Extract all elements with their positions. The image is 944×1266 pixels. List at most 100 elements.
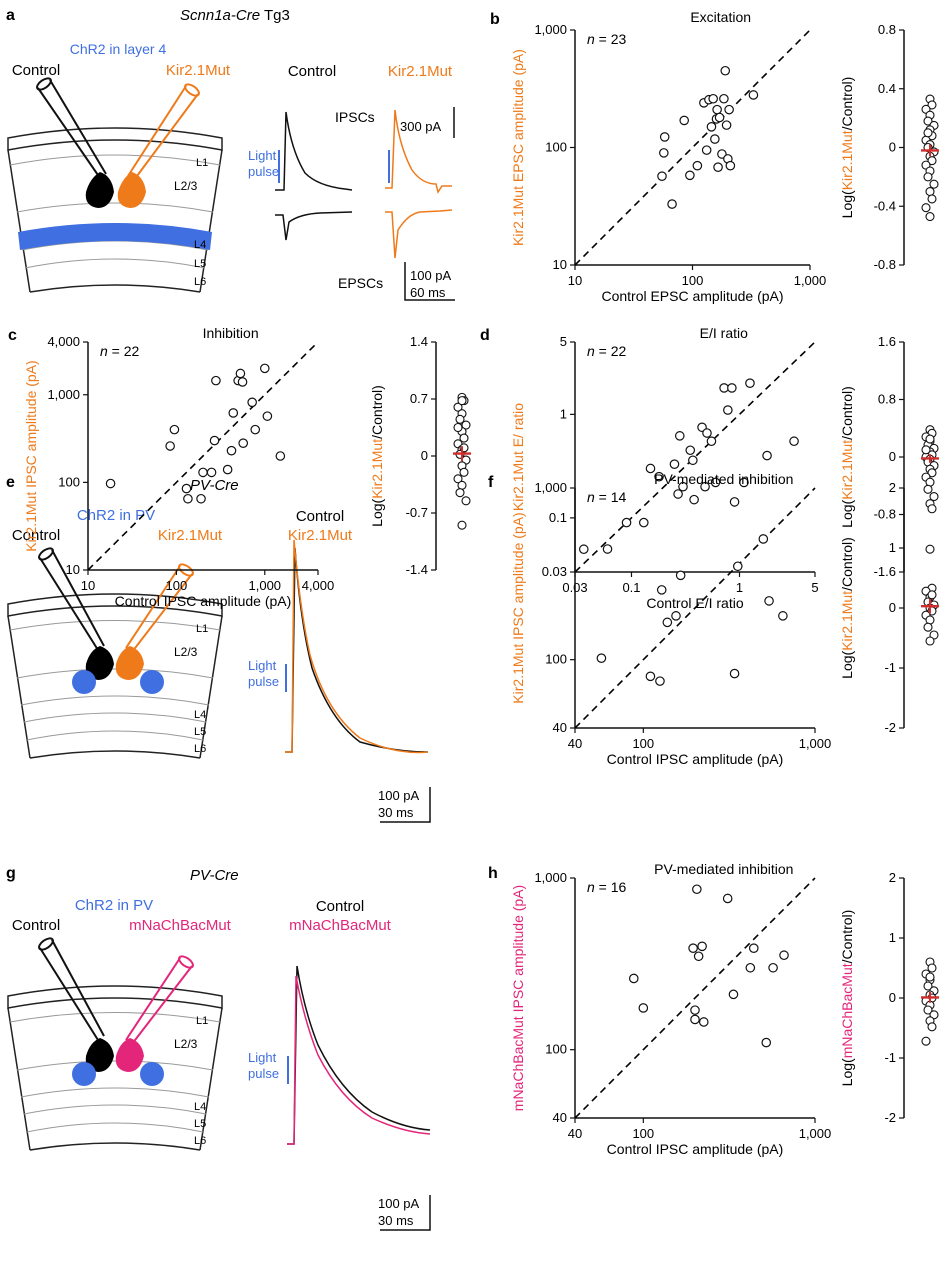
y-tick-label-d: 1: [560, 406, 567, 421]
unity-line-c: [87, 341, 319, 571]
log-point-b: [923, 128, 933, 138]
panel-a-title: Scnn1a-Cre Tg3: [180, 7, 290, 24]
log-y-label-c: Log(Kir2.1Mut/Control): [369, 385, 385, 527]
control-label-a: Control: [12, 62, 60, 79]
data-point-b: [725, 160, 736, 171]
panel-g: g PV-Cre ChR2 in PV Control mNaChBacMut …: [6, 865, 431, 1231]
log-y-tick-label-f: 0: [889, 600, 896, 615]
pv-cell-left-e: [72, 670, 96, 694]
ipsc-trace-kir: [385, 109, 452, 194]
panel-letter-a: a: [6, 7, 15, 24]
y-tick-label-c: 10: [66, 562, 80, 577]
data-point-c: [259, 363, 270, 374]
x-tick-label-h: 1,000: [799, 1126, 832, 1141]
data-point-h: [745, 962, 756, 973]
data-point-c: [211, 375, 221, 386]
chart-c-inhibition: 10 100 1,000 4,000 10 100 1,000 4,000 Inhibition…: [23, 325, 471, 609]
scale-pa-label-a: 100 pA: [410, 268, 452, 283]
n-label-c: n = 22: [100, 343, 140, 359]
data-point-h: [728, 989, 739, 1000]
light-label-e2: pulse: [248, 674, 279, 689]
log-y-tick-label-c: -0.7: [406, 505, 428, 520]
data-point-f: [732, 561, 743, 572]
log-y-tick-label-b: -0.8: [874, 257, 896, 272]
light-label-g1: Light: [248, 1050, 277, 1065]
data-point-d: [689, 494, 699, 505]
log-y-tick-label-f: -1: [884, 660, 896, 675]
pv-cell-right-e: [140, 670, 164, 694]
x-axis-label-d: Control E/I ratio: [646, 595, 743, 611]
x-tick-label-c: 4,000: [302, 578, 335, 593]
panel-g-title: PV-Cre: [190, 867, 239, 884]
data-point-b: [679, 115, 690, 126]
y-tick-label-d: 5: [560, 334, 567, 349]
data-point-b: [657, 171, 667, 181]
data-point-c: [209, 435, 220, 446]
mnach-pipette-g: [125, 955, 194, 1045]
data-point-b: [719, 93, 729, 104]
data-point-d: [745, 378, 755, 388]
data-point-b: [710, 134, 720, 144]
data-point-h: [698, 1017, 709, 1027]
data-point-d: [638, 517, 649, 528]
log-point-c: [455, 414, 465, 424]
data-point-c: [275, 451, 286, 461]
chart-b-excitation: 10 100 1,000 10 100 1,000 Excitation n = 23 Cont…: [510, 9, 939, 304]
data-point-b: [724, 104, 734, 115]
data-point-c: [196, 493, 206, 504]
log-point-c: [457, 396, 467, 406]
log-point-c: [455, 488, 465, 498]
log-y-tick-label-b: -0.4: [874, 198, 896, 213]
cortex-slab-e: [7, 593, 223, 759]
x-tick-label-f: 100: [632, 736, 654, 751]
log-y-tick-label-c: 1.4: [410, 334, 428, 349]
log-point-c: [453, 422, 463, 433]
data-point-b: [712, 104, 722, 115]
kir-label-a: Kir2.1Mut: [166, 62, 231, 79]
data-point-d: [621, 517, 632, 528]
layer-L6-g: L6: [194, 1135, 206, 1147]
scale-ms-label-a: 60 ms: [410, 285, 446, 300]
data-point-h: [722, 893, 733, 904]
chart-title-b: Excitation: [690, 9, 751, 25]
unity-line-f: [574, 487, 816, 729]
log-point-h: [925, 972, 935, 982]
data-point-h: [628, 973, 639, 984]
scale-pa-label-e: 100 pA: [378, 788, 420, 803]
data-point-c: [165, 441, 175, 451]
layer-L23-g: L2/3: [174, 1037, 198, 1051]
panel-a: a Scnn1a-Cre Tg3 ChR2 in layer 4 Control…: [6, 7, 455, 301]
x-tick-label-c: 100: [166, 578, 188, 593]
data-point-c: [226, 445, 237, 456]
data-point-c: [237, 377, 248, 387]
data-point-d: [727, 383, 737, 393]
epsc-trace-kir: [385, 209, 453, 259]
epsc-trace-control: [275, 211, 353, 241]
trace-kir-label-a: Kir2.1Mut: [388, 63, 453, 80]
y-axis-label-c: Kir2.1Mut IPSC amplitude (pA): [23, 360, 39, 551]
log-point-d: [927, 504, 937, 514]
data-point-d: [673, 489, 683, 499]
data-point-c: [183, 493, 193, 504]
kir-cell-a: [117, 172, 146, 208]
y-tick-label-d: 0.03: [542, 564, 567, 579]
control-cell-a: [85, 172, 114, 208]
log-point-b: [927, 156, 937, 166]
layer-lines-g: [9, 1012, 221, 1133]
data-point-c: [235, 368, 246, 379]
light-label-e1: Light: [248, 658, 277, 673]
x-axis-label-c: Control IPSC amplitude (pA): [115, 593, 292, 609]
n-label-d: n = 22: [587, 343, 627, 359]
data-point-f: [758, 534, 769, 544]
y-axis-label-b: Kir2.1Mut EPSC amplitude (pA): [510, 49, 526, 246]
data-point-h: [638, 1003, 649, 1013]
pv-cell-left-g: [72, 1062, 96, 1086]
panel-letter-g: g: [6, 865, 16, 882]
log-y-tick-label-d: 0: [889, 449, 896, 464]
control-label-e: Control: [12, 527, 60, 544]
data-point-b: [701, 145, 712, 155]
data-point-f: [662, 617, 673, 628]
data-point-h: [692, 884, 702, 895]
log-point-c: [459, 433, 469, 443]
